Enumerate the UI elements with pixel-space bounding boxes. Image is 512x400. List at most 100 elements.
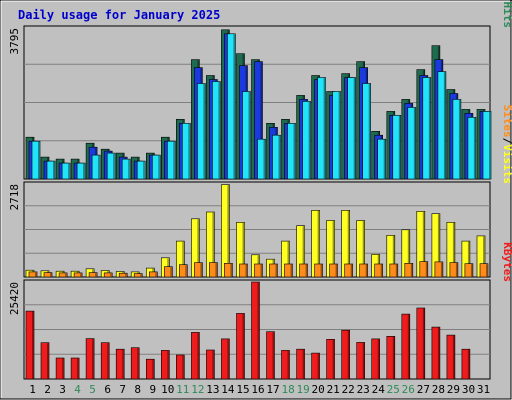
bar-pages-day-18-shade [293,123,296,179]
bar-kbytes-day-29-shade [452,335,455,379]
bar-sites-day-23 [359,263,369,278]
bar-pages-day-5-shade [98,155,100,179]
bar-kbytes-day-24 [371,338,381,380]
bar-visits-day-18-shade [287,241,290,277]
bar-kbytes-day-16 [251,281,260,380]
bar-pages-day-16 [257,138,266,180]
bar-pages-day-6 [106,152,116,180]
bar-visits-day-12-shade [197,219,199,277]
bar-kbytes-day-3 [55,357,65,380]
bar-kbytes-day-19-shade [302,349,305,379]
bar-sites-day-19-shade [305,264,308,277]
bar-sites-day-15-shade [245,264,248,277]
bar-visits-day-11-shade [182,241,184,277]
x-tick-label-day-2: 2 [44,383,51,396]
bar-sites-day-29-shade [455,263,458,277]
bar-kbytes-day-20-shade [317,353,320,379]
bar-sites-day-25-shade [395,264,398,277]
legend-entry: / [501,0,512,2]
bar-sites-day-8-shade [140,274,142,277]
bar-sites-day-24 [374,263,384,278]
bar-pages-day-17 [272,134,281,180]
bar-visits-day-15-shade [242,222,245,277]
bar-kbytes-day-8 [130,347,140,380]
bar-kbytes-day-12 [191,332,200,380]
bars [25,184,489,278]
bar-sites-day-13 [209,262,218,278]
bar-visits-day-19-shade [302,226,305,277]
bar-visits-day-26-shade [407,230,410,277]
bar-kbytes-day-11-shade [182,355,184,379]
bar-pages-day-31 [482,111,492,180]
bar-kbytes-day-5 [85,338,95,380]
bar-sites-day-7-shade [125,273,127,277]
x-tick-label-day-11: 11 [176,383,189,396]
bar-pages-day-31-shade [489,111,491,179]
bar-sites-day-20 [314,263,323,278]
bar-kbytes-day-4 [70,357,80,380]
bar-kbytes-day-17-shade [272,332,275,379]
bar-sites-day-28-shade [440,262,443,277]
bar-kbytes-day-25-shade [392,336,395,379]
bar-pages-day-14-shade [233,34,235,179]
bar-visits-day-21-shade [332,221,335,277]
bar-visits-day-30-shade [467,241,470,277]
bar-pages-day-1 [31,140,41,180]
bar-sites-day-19 [299,263,308,278]
series-legend: KBytes [501,242,512,282]
x-tick-label-day-27: 27 [417,383,430,396]
bar-kbytes-day-3-shade [62,358,64,379]
bar-pages-day-3 [61,162,71,180]
bar-visits-day-27-shade [422,211,425,277]
bar-pages-day-10-shade [173,141,175,179]
x-tick-label-day-26: 26 [402,383,415,396]
panel-2: 2718 Sites/Visits [8,105,512,278]
bar-pages-day-29 [452,99,462,180]
bar-sites-day-12-shade [200,263,202,277]
bar-sites-day-22-shade [350,264,353,277]
bar-kbytes-day-12-shade [197,332,199,379]
bar-sites-day-27 [419,261,429,278]
x-tick-label-day-23: 23 [357,383,370,396]
bar-sites-day-17 [269,263,278,278]
bar-sites-day-9-shade [155,272,157,277]
x-axis-labels: 1 2 3 4 5 6 7 8 9 10 11 12 13 14 15 16 17 18 19 20 21 22 23 24 2… [29,383,490,396]
bar-pages-day-10 [167,140,176,180]
bar-kbytes-day-2 [40,342,50,380]
bar-sites-day-16-shade [260,264,263,277]
gridlines [24,205,490,254]
bar-kbytes-day-28 [431,326,441,380]
bar-sites-day-8 [133,273,143,278]
bar-sites-day-28 [434,261,444,278]
bar-pages-day-12-shade [203,84,205,179]
legend-entry: / [501,138,512,145]
bar-sites-day-13-shade [215,263,217,277]
bar-pages-day-3-shade [68,163,70,179]
bar-kbytes-day-7-shade [122,349,124,379]
bar-kbytes-day-14 [221,338,230,380]
x-tick-label-day-14: 14 [221,383,235,396]
bar-sites-day-2-shade [50,273,52,277]
bar-kbytes-day-17 [266,331,275,380]
bar-visits-day-29-shade [452,222,455,277]
x-tick-label-day-1: 1 [29,383,36,396]
bar-pages-day-28-shade [443,72,446,179]
bar-pages-day-25-shade [398,115,401,179]
bar-pages-day-12 [197,83,206,180]
bar-pages-day-28 [437,71,447,180]
x-tick-label-day-22: 22 [342,383,355,396]
bar-sites-day-14-shade [230,263,232,277]
bar-pages-day-15-shade [248,92,251,179]
bar-sites-day-10 [164,266,173,278]
bar-kbytes-day-13 [206,349,215,380]
bar-kbytes-day-21 [326,338,335,380]
bar-visits-day-28-shade [437,214,440,277]
bar-visits-day-22-shade [347,210,350,277]
bar-pages-day-18 [287,123,296,180]
x-tick-label-day-9: 9 [149,383,156,396]
bar-pages-day-8-shade [143,161,145,179]
bar-kbytes-day-14-shade [227,339,229,379]
bar-pages-day-15 [242,91,251,180]
bar-kbytes-day-1-shade [32,311,34,379]
bar-sites-day-29 [449,262,459,278]
